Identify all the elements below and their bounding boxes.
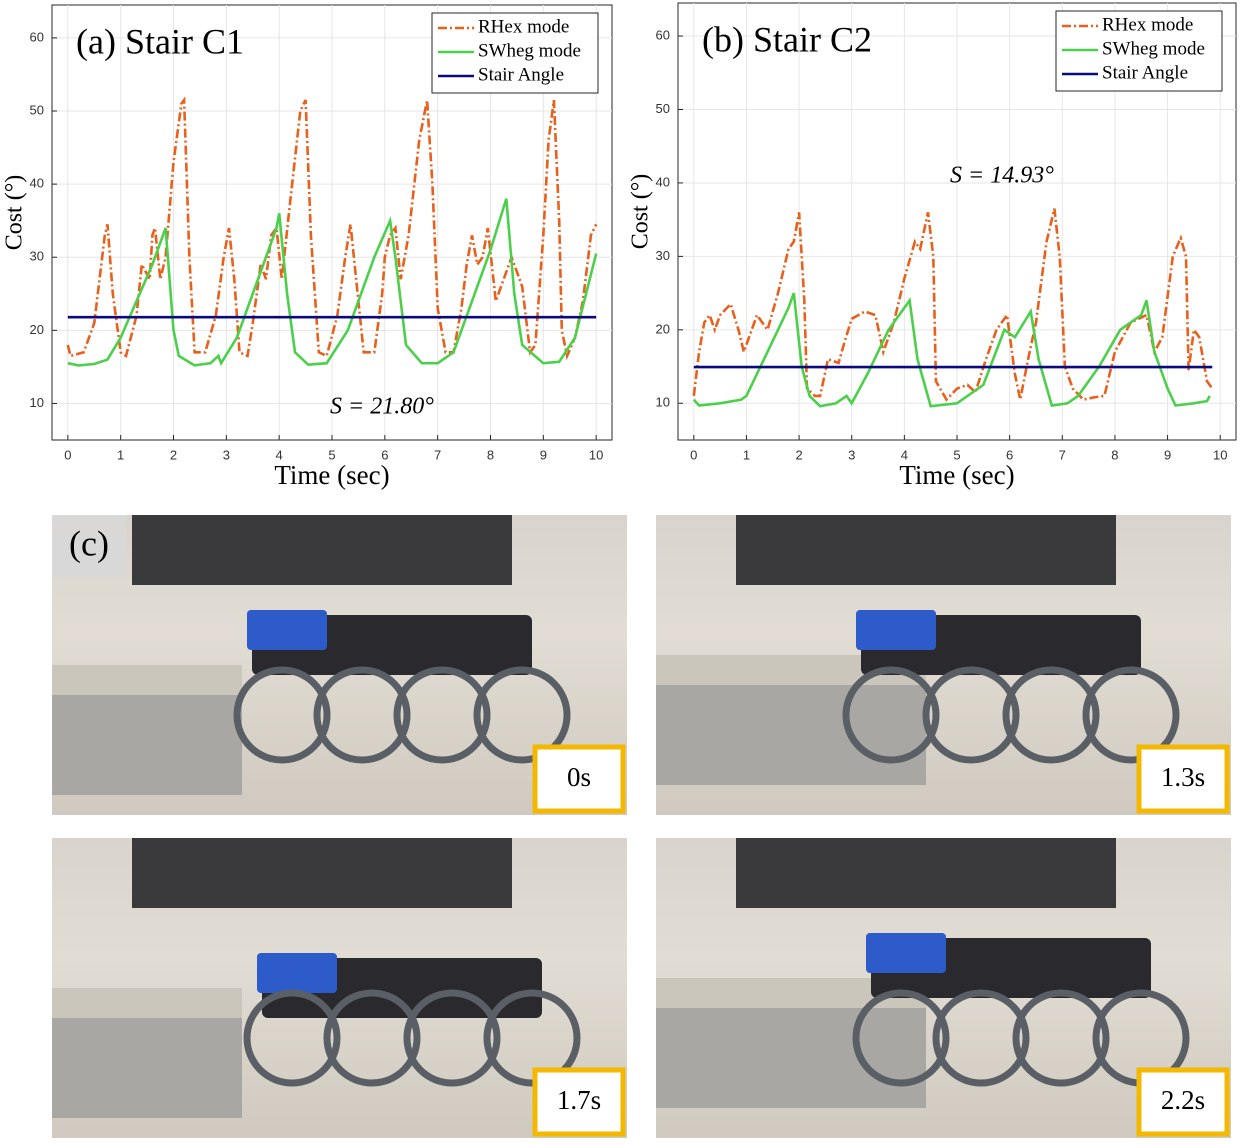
stair-step [52, 1008, 242, 1118]
x-tick-label: 0 [690, 447, 697, 462]
wall-panel [132, 838, 512, 908]
x-axis-label: Time (sec) [899, 460, 1014, 490]
stair-step [52, 685, 242, 795]
x-tick-label: 4 [276, 447, 283, 462]
y-axis-label: Cost (°) [2, 175, 28, 251]
wheel [852, 989, 950, 1087]
wall-panel [132, 515, 512, 585]
wall-panel [736, 515, 1116, 585]
legend-label: SWheg mode [1102, 38, 1205, 59]
annotation: S = 21.80° [330, 394, 434, 420]
x-tick-label: 2 [170, 447, 177, 462]
series-line [67, 198, 598, 367]
wheel [233, 666, 331, 764]
y-tick-label: 30 [30, 249, 44, 264]
wheel [842, 666, 940, 764]
wheel [1012, 989, 1110, 1087]
legend-label: Stair Angle [1102, 62, 1188, 83]
x-tick-label: 0 [64, 447, 71, 462]
wheel [473, 666, 571, 764]
x-tick-label: 1 [117, 447, 124, 462]
label-bg [52, 515, 126, 577]
legend-label: Stair Angle [478, 64, 564, 85]
y-tick-label: 20 [656, 321, 670, 336]
panel-label: (c) [69, 523, 109, 563]
y-tick-label: 10 [30, 395, 44, 410]
stair-top [52, 665, 242, 695]
y-tick-label: 20 [30, 322, 44, 337]
robot-front [247, 610, 327, 650]
x-tick-label: 5 [953, 447, 960, 462]
wheel [1082, 666, 1180, 764]
wall-panel [736, 838, 1116, 908]
stair-step [656, 675, 926, 785]
y-tick-label: 60 [656, 27, 670, 42]
wheel [1002, 666, 1100, 764]
wheel [922, 666, 1020, 764]
robot-front [866, 933, 946, 973]
x-tick-label: 6 [381, 447, 388, 462]
robot-front [856, 610, 936, 650]
series-line [692, 292, 1211, 408]
y-tick-label: 50 [30, 102, 44, 117]
wheel [313, 666, 411, 764]
annotation: S = 14.93° [950, 163, 1054, 189]
time-box [532, 1067, 626, 1137]
time-box [532, 744, 626, 814]
legend-label: RHex mode [1102, 14, 1193, 35]
chart-title: (a) Stair C1 [76, 21, 244, 61]
time-label: 1.7s [557, 1085, 601, 1115]
x-tick-label: 10 [589, 447, 603, 462]
photo: 1.7s [52, 838, 627, 1138]
y-tick-label: 30 [656, 248, 670, 263]
time-box [1136, 1067, 1230, 1137]
y-tick-label: 40 [30, 176, 44, 191]
x-tick-label: 3 [848, 447, 855, 462]
stair-step [656, 998, 926, 1108]
robot-front [257, 953, 337, 993]
x-tick-label: 9 [1164, 447, 1171, 462]
wheel [932, 989, 1030, 1087]
series-line [692, 208, 1214, 402]
x-tick-label: 7 [1059, 447, 1066, 462]
wheel [483, 989, 581, 1087]
time-label: 0s [567, 762, 591, 792]
y-tick-label: 50 [656, 101, 670, 116]
x-tick-label: 7 [434, 447, 441, 462]
x-tick-label: 2 [795, 447, 802, 462]
x-tick-label: 10 [1213, 447, 1227, 462]
x-tick-label: 5 [328, 447, 335, 462]
y-tick-label: 60 [30, 29, 44, 44]
stair-top [52, 988, 242, 1018]
legend-label: SWheg mode [478, 40, 581, 61]
wheel [243, 989, 341, 1087]
y-tick-label: 40 [656, 174, 670, 189]
chart-title: (b) Stair C2 [702, 19, 872, 59]
time-label: 2.2s [1161, 1085, 1205, 1115]
photo: 0s [52, 515, 627, 815]
wheel [403, 989, 501, 1087]
x-tick-label: 8 [1111, 447, 1118, 462]
x-tick-label: 6 [1006, 447, 1013, 462]
legend-label: RHex mode [478, 16, 569, 37]
x-tick-label: 1 [743, 447, 750, 462]
time-box [1136, 744, 1230, 814]
photo: 1.3s [656, 515, 1231, 815]
x-tick-label: 9 [540, 447, 547, 462]
wheel [393, 666, 491, 764]
wheel [323, 989, 421, 1087]
y-tick-label: 10 [656, 395, 670, 410]
photo: 2.2s [656, 838, 1231, 1138]
x-tick-label: 3 [223, 447, 230, 462]
time-label: 1.3s [1161, 762, 1205, 792]
x-tick-label: 8 [487, 447, 494, 462]
x-tick-label: 4 [901, 447, 908, 462]
x-axis-label: Time (sec) [274, 460, 389, 490]
y-axis-label: Cost (°) [628, 174, 654, 250]
